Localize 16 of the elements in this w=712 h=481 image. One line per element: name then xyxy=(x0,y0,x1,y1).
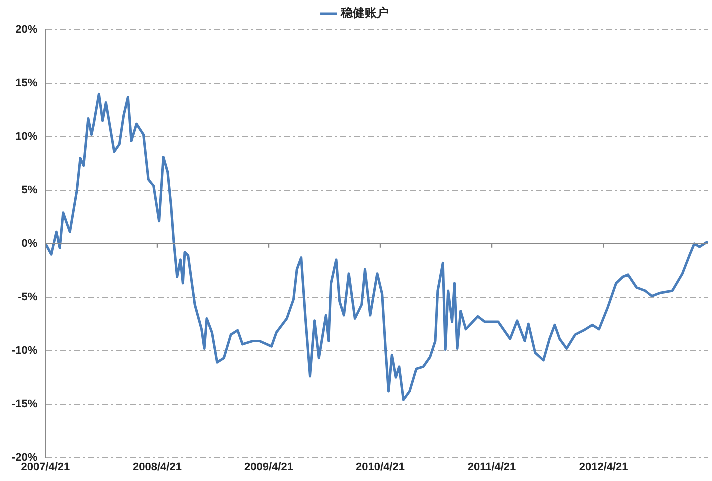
y-tick-label: 15% xyxy=(16,78,38,90)
y-tick-label: -10% xyxy=(12,344,38,357)
x-tick-label: 2011/4/21 xyxy=(468,461,516,474)
y-tick-label: 20% xyxy=(16,24,38,36)
x-tick-label: 2012/4/21 xyxy=(579,461,628,474)
x-tick-label: 2007/4/21 xyxy=(21,461,70,474)
y-tick-label: -15% xyxy=(12,398,38,410)
legend-label: 稳健账户 xyxy=(340,6,389,20)
x-tick-label: 2010/4/21 xyxy=(356,461,405,474)
y-tick-label: 10% xyxy=(16,130,38,143)
y-tick-label: 0% xyxy=(22,238,38,250)
y-tick-label: -20% xyxy=(12,452,38,464)
y-tick-label: -5% xyxy=(18,291,38,304)
x-tick-label: 2009/4/21 xyxy=(244,461,294,474)
x-tick-label: 2008/4/21 xyxy=(133,461,182,474)
y-tick-label: 5% xyxy=(22,184,38,196)
